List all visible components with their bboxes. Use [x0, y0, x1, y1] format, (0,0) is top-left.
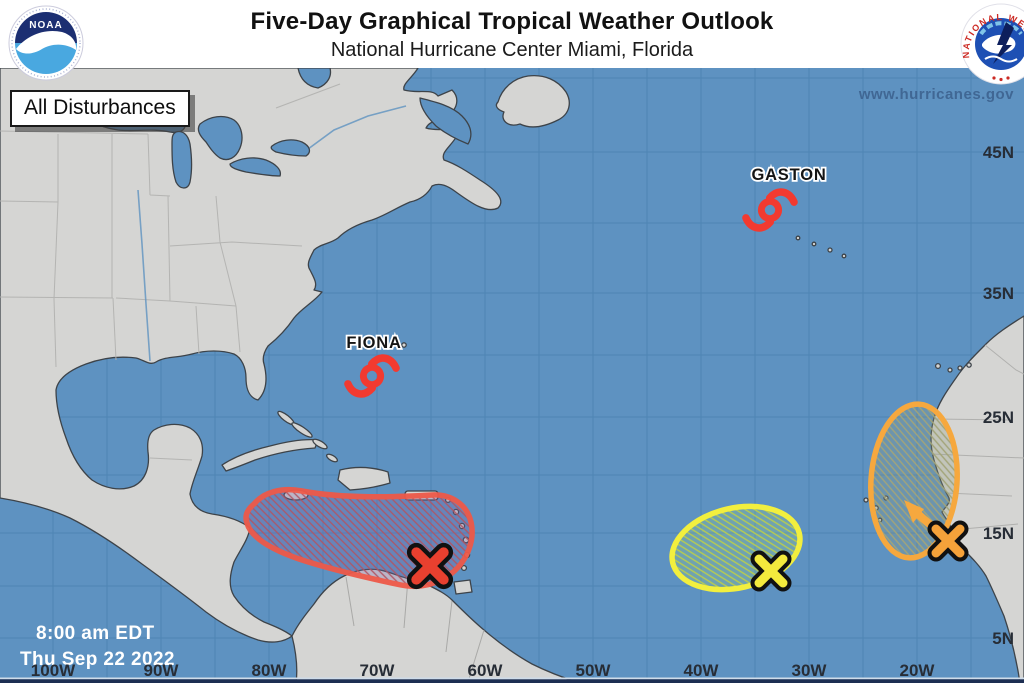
disturbance-orange-x-marker[interactable] [927, 520, 969, 562]
lon-label-20w: 20W [900, 661, 936, 680]
lat-label-5n: 5N [992, 629, 1014, 648]
noaa-logo-text: NOAA [29, 20, 62, 31]
lat-label-35n: 35N [983, 284, 1014, 303]
page-subtitle: National Hurricane Center Miami, Florida [330, 39, 694, 61]
storm-gaston[interactable]: GASTON [742, 164, 827, 231]
state-borders [0, 83, 341, 461]
country-borders-sa [345, 576, 485, 683]
issued-date: Thu Sep 22 2022 [20, 649, 175, 670]
lon-label-90w: 90W [144, 661, 180, 680]
lat-label-25n: 25N [983, 408, 1014, 427]
longitude-axis: 100W 90W 80W 70W 60W 50W 40W 30W 20W [31, 661, 936, 680]
noaa-logo: NOAA [6, 3, 86, 83]
storm-fiona[interactable]: FIONA [344, 332, 402, 397]
motion-arrow-head [904, 500, 924, 523]
page-title: Five-Day Graphical Tropical Weather Outl… [250, 8, 774, 35]
map-canvas: GASTON FIONA 8:00 am EDT Thu Sep 22 2022… [0, 67, 1024, 683]
timestamp: 8:00 am EDT Thu Sep 22 2022 [20, 623, 175, 670]
lon-label-80w: 80W [252, 661, 288, 680]
disturbance-red-x-marker[interactable] [416, 552, 443, 579]
lon-label-30w: 30W [792, 661, 828, 680]
lon-label-40w: 40W [684, 661, 720, 680]
lon-label-70w: 70W [360, 661, 396, 680]
lat-label-45n: 45N [983, 143, 1014, 162]
storm-fiona-label: FIONA [346, 334, 401, 352]
header-titles: Five-Day Graphical Tropical Weather Outl… [0, 0, 1024, 62]
disturbance-yellow-area[interactable] [664, 494, 809, 601]
lat-label-15n: 15N [983, 524, 1014, 543]
lon-label-60w: 60W [468, 661, 504, 680]
storm-gaston-label: GASTON [751, 166, 826, 184]
map-region: All Disturbances www.hurricanes.gov [0, 67, 1024, 683]
footer-divider [0, 677, 1024, 680]
island-newfoundland [495, 74, 570, 128]
nws-logo: NATIONAL WEATHER SERVICE [952, 0, 1024, 92]
rivers [137, 105, 407, 362]
header-banner: Five-Day Graphical Tropical Weather Outl… [0, 0, 1024, 68]
disturbance-yellow-x-marker[interactable] [750, 550, 792, 592]
landmass-north-america [0, 67, 570, 643]
noaa-logo-icon: NOAA [8, 5, 84, 81]
mode-selector-label: All Disturbances [24, 96, 176, 119]
disturbance-orange-area[interactable] [866, 401, 969, 562]
island-bermuda [401, 342, 407, 348]
issued-time: 8:00 am EDT [36, 623, 154, 644]
lon-label-100w: 100W [31, 661, 76, 680]
gulf-st-lawrence [419, 97, 472, 145]
mode-selector-all-disturbances[interactable]: All Disturbances [10, 90, 190, 127]
footer-bar [0, 679, 1024, 683]
watermark-url: www.hurricanes.gov [858, 86, 1014, 103]
james-bay [297, 67, 332, 89]
nws-logo-icon: NATIONAL WEATHER SERVICE [952, 0, 1024, 85]
latitude-axis: 45N 35N 25N 15N 5N [983, 143, 1014, 648]
disturbance-red-area[interactable] [243, 486, 475, 590]
lon-label-50w: 50W [576, 661, 612, 680]
country-borders-africa [931, 344, 1024, 531]
